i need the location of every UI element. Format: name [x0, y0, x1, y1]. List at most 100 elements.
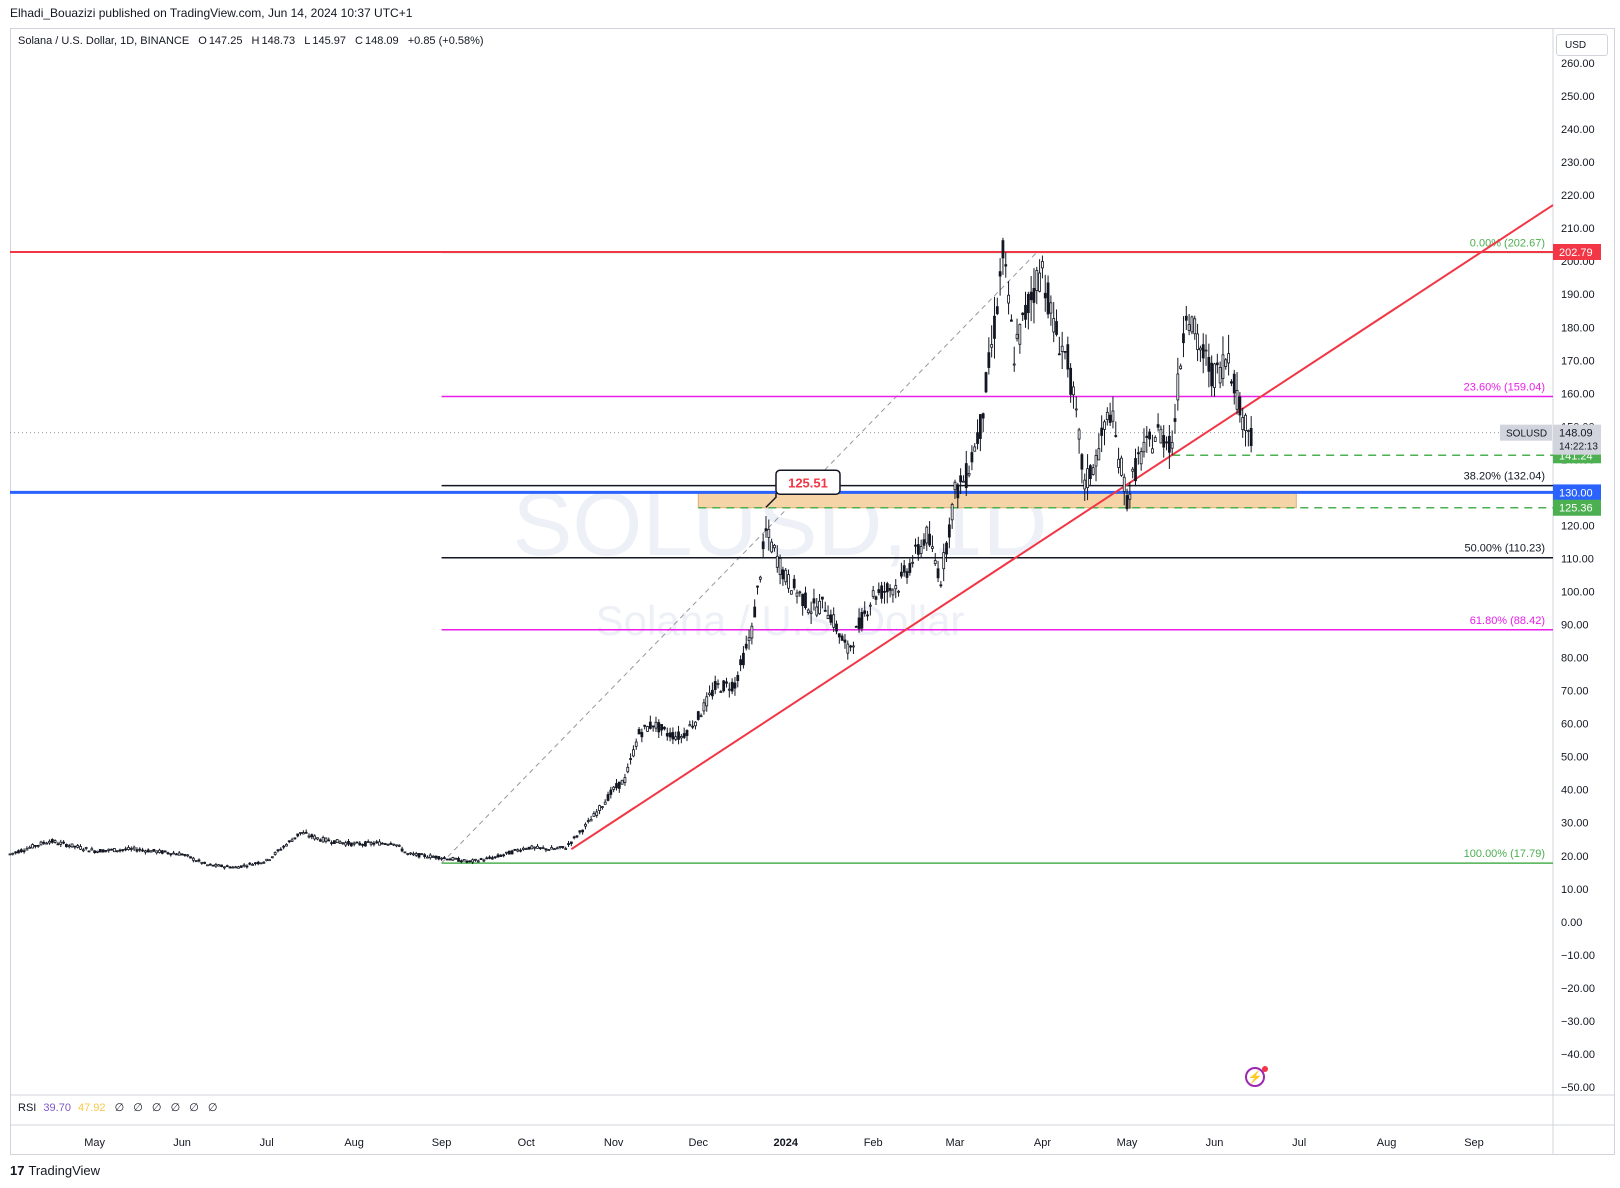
candle [256, 861, 260, 865]
candle [524, 848, 528, 850]
candle [1120, 457, 1123, 476]
candle [1024, 304, 1027, 320]
candle [36, 844, 40, 847]
candle [806, 609, 810, 613]
candle [237, 866, 240, 869]
candle [781, 569, 785, 580]
candle [708, 692, 711, 696]
candle [445, 858, 449, 861]
rsi-ma-value: 47.92 [78, 1102, 106, 1114]
price-tick-label: 210.00 [1561, 223, 1595, 235]
time-tick-label: Sep [432, 1137, 452, 1149]
callout-box[interactable] [775, 469, 841, 496]
candle [383, 843, 387, 845]
candle [623, 777, 627, 783]
candle [279, 848, 283, 851]
candle [352, 842, 356, 845]
candle [389, 842, 393, 845]
fib-level-label: 0.00% (202.67) [1470, 237, 1545, 249]
candle [344, 842, 348, 846]
candle [663, 726, 666, 730]
candle [1218, 367, 1222, 384]
candle [175, 853, 178, 856]
candle [843, 639, 847, 643]
candle [815, 606, 819, 616]
legend-symbol[interactable]: Solana / U.S. Dollar, 1D, BINANCE [18, 35, 190, 47]
candle [107, 848, 111, 851]
candle [725, 681, 728, 684]
candle [789, 590, 793, 595]
candle [22, 850, 26, 853]
candle [372, 842, 376, 845]
candle [1182, 333, 1185, 344]
legend-close-label: C [355, 35, 363, 47]
price-tag-label: 125.36 [1559, 503, 1593, 515]
candle [335, 839, 339, 844]
candle [406, 853, 410, 855]
rsi-legend[interactable]: RSI 39.70 47.92 ∅ ∅ ∅ ∅ ∅ ∅ [18, 1101, 217, 1114]
candle [922, 539, 926, 546]
candle [358, 842, 362, 846]
candle [50, 839, 54, 843]
candle [1139, 451, 1143, 465]
lightning-icon[interactable]: ⚡ [1245, 1067, 1265, 1087]
time-tick-label: Oct [518, 1137, 535, 1149]
candle [775, 555, 779, 568]
candle [411, 853, 415, 856]
candle [914, 544, 917, 547]
currency-button[interactable]: USD [1556, 34, 1608, 56]
candle [42, 841, 46, 844]
candle [465, 860, 469, 863]
candle [1010, 319, 1013, 322]
symbol-tag-label: SOLUSD [1506, 429, 1547, 440]
candle [874, 596, 878, 600]
candle [1232, 373, 1236, 394]
candle [231, 866, 235, 869]
candle [603, 801, 607, 805]
red-trendline[interactable] [570, 204, 1554, 851]
candle [513, 848, 517, 851]
candle [1207, 356, 1211, 372]
candle [691, 725, 695, 728]
candle [1080, 454, 1084, 470]
candle [287, 840, 291, 843]
candle [956, 484, 960, 499]
rsi-na-3: ∅ [151, 1102, 162, 1114]
candle [919, 546, 923, 554]
candle [434, 855, 438, 859]
candle [823, 609, 827, 612]
candle [186, 854, 190, 857]
candle [1063, 350, 1067, 353]
notification-dot-icon [1262, 1066, 1268, 1072]
candle [338, 841, 342, 844]
candle [276, 849, 280, 852]
candle [479, 858, 483, 860]
candle [916, 544, 920, 555]
candle [679, 736, 683, 739]
candle [397, 844, 401, 847]
candle [837, 633, 841, 638]
candle [414, 853, 418, 856]
candle [183, 854, 187, 856]
price-tag-label: 130.00 [1559, 487, 1593, 499]
candle [457, 857, 460, 862]
candle [632, 749, 635, 757]
candle [519, 849, 522, 852]
candle [942, 552, 946, 570]
candle [993, 315, 996, 339]
candle [225, 865, 229, 868]
candle [313, 835, 317, 840]
candle [222, 866, 226, 869]
candle [1001, 240, 1005, 259]
tradingview-brand[interactable]: 17 TradingView [10, 1163, 100, 1178]
candle [682, 733, 686, 738]
candle [1187, 324, 1191, 331]
candle [369, 842, 373, 845]
candle [654, 721, 658, 729]
candle [56, 843, 60, 846]
candle [595, 811, 599, 816]
candle [561, 846, 565, 848]
candle [1038, 272, 1041, 292]
candle [688, 724, 692, 727]
